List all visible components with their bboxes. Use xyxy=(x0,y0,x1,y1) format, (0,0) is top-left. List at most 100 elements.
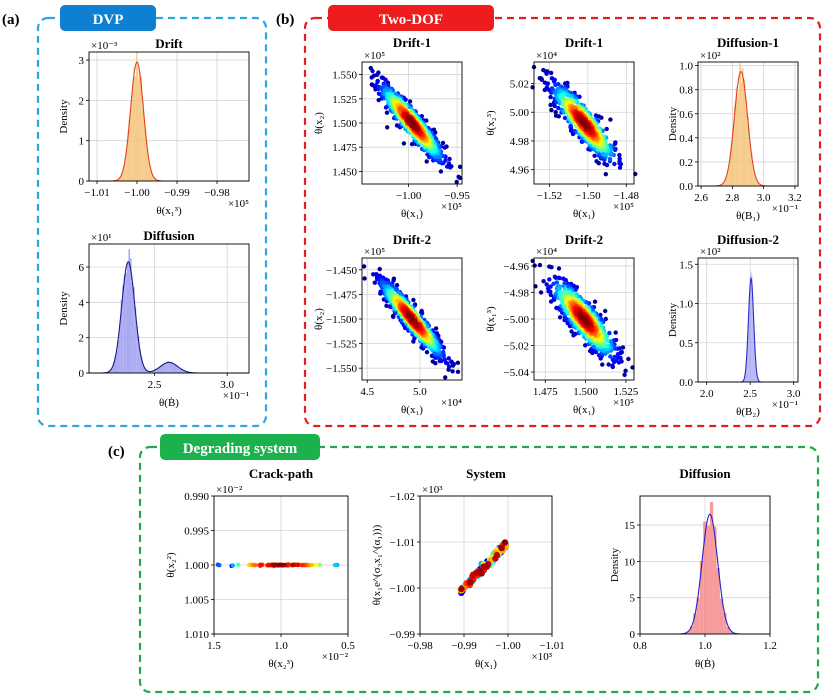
y-multiplier: ×10² xyxy=(700,50,721,62)
y-tick-label: 0.5 xyxy=(679,338,693,350)
scatter-point xyxy=(603,172,608,177)
scatter-point xyxy=(272,562,277,568)
histogram-bar xyxy=(131,97,132,181)
histogram-bar xyxy=(724,180,726,186)
x-tick-label: 1.0 xyxy=(698,640,712,652)
histogram-bar xyxy=(178,367,180,373)
histogram-bar xyxy=(122,171,124,181)
scatter-point xyxy=(385,280,390,286)
x-tick-label: −1.00 xyxy=(495,640,521,652)
x-tick-label: 2.8 xyxy=(726,192,740,204)
histogram-bar xyxy=(118,178,120,181)
scatter-point xyxy=(285,562,290,567)
x-tick-label: −0.99 xyxy=(451,640,477,652)
histogram-bar xyxy=(132,81,134,181)
scatter-point xyxy=(617,165,623,170)
y-tick-label: 1.5 xyxy=(679,259,693,271)
scatter-point xyxy=(592,299,598,304)
y-axis-label: θ(x₁³) xyxy=(485,306,497,332)
panel-a-frame xyxy=(36,16,268,428)
x-tick-label: −1.00 xyxy=(396,190,422,202)
x-tick-label: −1.50 xyxy=(575,190,601,202)
panel-c-frame xyxy=(138,445,820,694)
histogram-bar xyxy=(129,114,131,181)
histogram-bar xyxy=(171,362,174,373)
scatter-point xyxy=(498,544,505,551)
histogram-bar xyxy=(130,108,132,181)
chart-title: Drift-2 xyxy=(393,232,431,247)
histogram-bar xyxy=(729,153,731,186)
histogram-bar xyxy=(757,181,759,186)
scatter-point xyxy=(454,179,459,185)
scatter-point xyxy=(602,347,607,352)
histogram-bar xyxy=(123,275,126,373)
histogram-bar xyxy=(754,171,755,186)
histogram-bar xyxy=(154,178,156,181)
scatter-point xyxy=(617,152,622,158)
y-tick-label: 1 xyxy=(79,136,85,148)
y-multiplier: ×10⁻³ xyxy=(91,40,118,52)
scatter-point xyxy=(556,114,561,119)
histogram-bar xyxy=(755,178,757,186)
scatter-point xyxy=(607,330,612,336)
histogram-bar xyxy=(738,90,740,186)
x-tick-label: −1.00 xyxy=(124,187,150,199)
histogram-bar xyxy=(139,78,141,181)
histogram-bar xyxy=(741,67,743,186)
histogram-bar xyxy=(726,175,727,186)
histogram-bar xyxy=(722,183,724,186)
panel-b-label: Two-DOF xyxy=(379,12,443,28)
scatter-point xyxy=(552,103,557,109)
scatter-point xyxy=(447,156,452,162)
x-tick-label: −1.52 xyxy=(537,190,562,202)
axes-frame xyxy=(88,243,250,374)
x-tick-label: 1.0 xyxy=(274,640,288,652)
scatter-point xyxy=(410,316,415,321)
histogram-bar xyxy=(157,367,160,373)
scatter-point xyxy=(608,152,613,157)
histogram-bar xyxy=(161,364,163,373)
histogram-bar xyxy=(696,598,700,634)
histogram-bar xyxy=(156,369,158,373)
scatter-point xyxy=(603,316,608,322)
scatter-point xyxy=(300,562,305,568)
scatter-point xyxy=(217,563,222,568)
histogram-bar xyxy=(137,336,140,373)
histogram-bar xyxy=(143,367,146,373)
histogram-bar xyxy=(134,77,136,181)
y-tick-label: 0 xyxy=(79,176,85,188)
scatter-point xyxy=(606,362,611,367)
scatter-point xyxy=(608,354,613,359)
y-axis-label: θ(x₂²) xyxy=(165,552,177,578)
axes-frame xyxy=(419,495,553,635)
histogram-bar xyxy=(154,178,155,181)
x-tick-label: −1.01 xyxy=(84,187,109,199)
scatter-point xyxy=(554,280,560,285)
y-tick-label: −1.475 xyxy=(326,289,357,301)
y-multiplier: ×10² xyxy=(700,246,721,258)
y-tick-label: −5.00 xyxy=(504,314,530,326)
x-tick-label: 3.2 xyxy=(788,192,802,204)
scatter-point xyxy=(501,539,509,546)
scatter-point xyxy=(564,317,570,322)
x-tick-label: 0.5 xyxy=(341,640,355,652)
y-tick-label: 1.500 xyxy=(332,118,357,130)
scatter-point xyxy=(317,562,322,567)
histogram-bar xyxy=(737,94,739,186)
scatter-point xyxy=(409,141,415,147)
y-axis-label: Density xyxy=(609,547,621,582)
histogram-bar xyxy=(147,149,149,181)
x-tick-label: 4.5 xyxy=(360,386,374,398)
histogram-bar xyxy=(120,174,122,181)
histogram-bar xyxy=(742,68,744,186)
scatter-point xyxy=(607,156,613,162)
histogram-bar xyxy=(752,161,754,186)
y-tick-label: 0.6 xyxy=(679,109,693,121)
histogram-bar xyxy=(176,365,179,373)
x-axis-label: θ(B₁) xyxy=(736,210,760,222)
scatter-point xyxy=(446,161,452,166)
histogram-bar xyxy=(125,272,127,373)
scatter-point xyxy=(394,283,400,288)
scatter-point xyxy=(552,79,557,84)
histogram-bar xyxy=(729,631,734,634)
